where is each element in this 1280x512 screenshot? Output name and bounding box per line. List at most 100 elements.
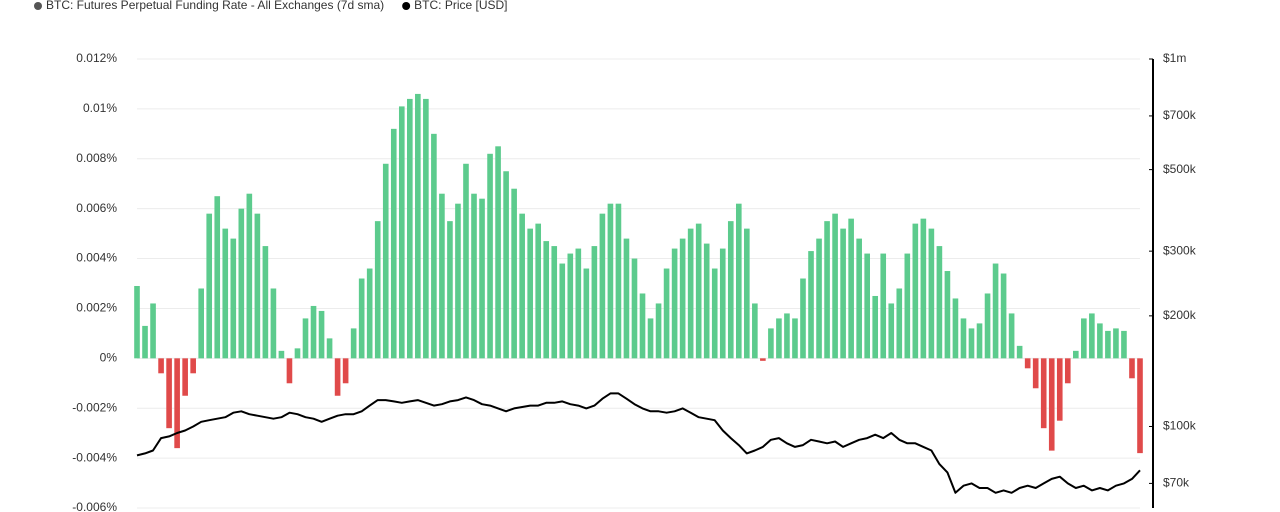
bar <box>326 338 333 359</box>
bar <box>1008 313 1015 359</box>
bar <box>519 213 525 359</box>
bar <box>294 348 301 359</box>
bar <box>1105 330 1111 359</box>
y-tick-label: 0.008% <box>76 151 117 165</box>
bar <box>575 248 582 359</box>
bar <box>230 238 237 359</box>
bar <box>318 310 325 359</box>
bar <box>984 293 991 359</box>
bar <box>784 313 790 359</box>
bar <box>270 288 277 359</box>
bar <box>174 358 180 449</box>
bar <box>487 153 493 359</box>
bar <box>615 203 622 359</box>
bar <box>976 323 983 359</box>
price-line <box>136 392 1141 494</box>
bar <box>760 358 766 361</box>
bar <box>912 223 919 359</box>
bar <box>334 358 341 396</box>
bar <box>479 198 485 359</box>
bar <box>623 238 630 359</box>
bar <box>607 203 614 359</box>
bar <box>832 213 838 359</box>
bar <box>848 218 854 359</box>
y-tick-label: 0.002% <box>76 301 117 315</box>
bar <box>447 221 453 359</box>
y2-tick-label: $70k <box>1163 476 1190 490</box>
bar <box>856 238 862 359</box>
bar <box>527 228 533 359</box>
bar <box>920 218 927 359</box>
bar <box>824 221 830 359</box>
bar <box>503 171 509 359</box>
y2-tick-label: $100k <box>1163 419 1197 433</box>
bar <box>1097 323 1103 359</box>
bar <box>366 268 373 359</box>
y-tick-label: 0.012% <box>76 51 117 65</box>
bar <box>1040 358 1047 429</box>
bar <box>567 253 574 359</box>
bar <box>776 318 782 359</box>
bar <box>719 248 726 359</box>
bar <box>398 106 405 359</box>
bar <box>222 228 229 359</box>
bar <box>342 358 349 384</box>
bar <box>647 318 654 359</box>
bar <box>463 163 469 359</box>
bar <box>246 193 253 359</box>
bar <box>415 93 421 359</box>
bar <box>1000 273 1007 359</box>
y-tick-label: 0.004% <box>76 251 117 265</box>
bar <box>158 358 164 374</box>
bar <box>374 221 381 359</box>
bar <box>1129 358 1135 379</box>
bar <box>631 258 638 359</box>
bar <box>407 98 413 359</box>
bar <box>888 303 895 359</box>
bar <box>727 221 734 359</box>
bar <box>286 358 293 384</box>
bar <box>599 213 606 359</box>
bar <box>792 318 798 359</box>
bar <box>511 188 517 359</box>
bar <box>944 271 951 359</box>
y2-tick-label: $200k <box>1163 308 1197 322</box>
legend-dot <box>402 2 411 10</box>
bar <box>495 146 501 359</box>
y2-tick-label: $500k <box>1163 162 1197 176</box>
bar <box>1137 358 1143 454</box>
bar <box>1081 318 1087 359</box>
bar <box>238 208 245 359</box>
legend-label: BTC: Futures Perpetual Funding Rate - Al… <box>46 0 384 12</box>
bar <box>254 213 261 359</box>
bar <box>262 246 269 359</box>
bar <box>535 223 542 359</box>
y-tick-label: -0.006% <box>72 500 117 512</box>
bar <box>551 246 558 359</box>
bar <box>310 305 317 359</box>
bar <box>166 358 172 429</box>
bar <box>968 328 975 359</box>
bar <box>182 358 188 396</box>
bar <box>214 196 221 359</box>
bar <box>559 263 566 359</box>
bar <box>350 328 357 359</box>
bar <box>687 228 694 359</box>
bar <box>1064 358 1071 384</box>
bar <box>808 251 814 359</box>
legend-dot <box>34 2 42 10</box>
bar <box>840 228 846 359</box>
bar <box>591 246 598 359</box>
bar <box>1016 345 1023 359</box>
bar <box>864 253 870 359</box>
bar <box>896 288 903 359</box>
bar <box>671 248 678 359</box>
bar <box>302 318 309 359</box>
bar <box>1072 350 1079 359</box>
bar <box>390 128 397 359</box>
bar <box>1048 358 1055 451</box>
bar <box>711 268 718 359</box>
bar <box>583 268 590 359</box>
y-tick-label: -0.002% <box>72 400 117 414</box>
